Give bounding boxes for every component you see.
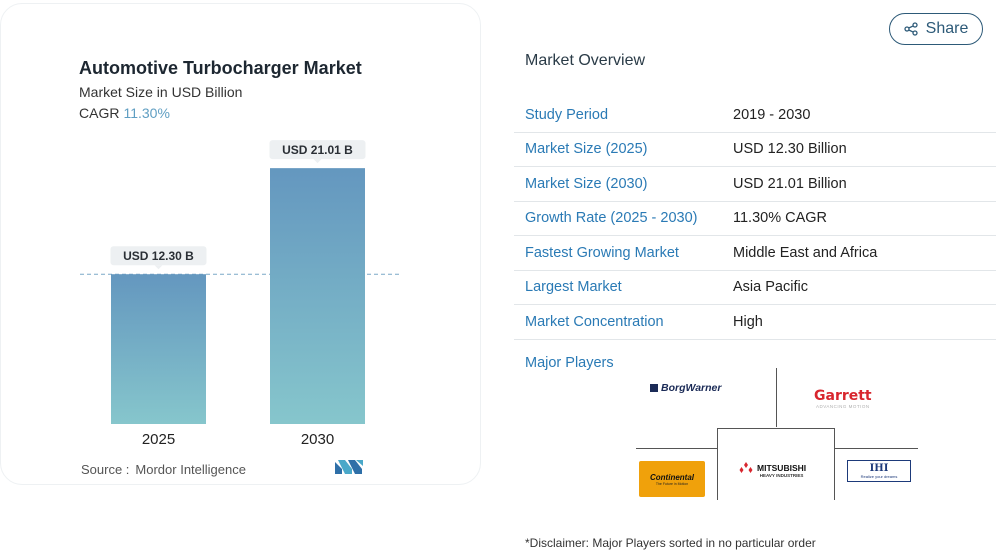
major-players-title[interactable]: Major Players xyxy=(525,355,614,371)
bar-chart: USD 12.30 B 2025 USD 21.01 B 2030 xyxy=(80,140,399,448)
bar-2030 xyxy=(270,168,365,424)
chart-subtitle: Market Size in USD Billion xyxy=(79,84,243,100)
overview-key[interactable]: Market Size (2025) xyxy=(525,141,648,158)
continental-name: Continental xyxy=(650,472,694,482)
overview-row-growth-rate: Growth Rate (2025 - 2030) 11.30% CAGR xyxy=(514,202,996,236)
chart-source: Source : Mordor Intelligence xyxy=(81,462,246,477)
overview-row-study-period: Study Period 2019 - 2030 xyxy=(514,98,996,133)
overview-row-market-size-2030: Market Size (2030) USD 21.01 Billion xyxy=(514,167,996,202)
overview-row-largest-market: Largest Market Asia Pacific xyxy=(514,271,996,305)
garrett-logo: Garrett ADVANCING MOTION xyxy=(814,388,872,409)
cagr-label: CAGR xyxy=(79,105,120,121)
divider xyxy=(717,428,718,500)
divider xyxy=(834,428,835,500)
overview-value: 11.30% CAGR xyxy=(733,210,828,227)
borgwarner-mark-icon xyxy=(650,384,658,392)
overview-key[interactable]: Largest Market xyxy=(525,279,622,296)
overview-row-fastest-growing: Fastest Growing Market Middle East and A… xyxy=(514,236,996,271)
divider xyxy=(835,448,918,449)
overview-key[interactable]: Fastest Growing Market xyxy=(525,244,679,261)
share-icon xyxy=(903,22,918,36)
data-label: USD 21.01 B xyxy=(282,143,353,157)
overview-table: Study Period 2019 - 2030 Market Size (20… xyxy=(514,98,996,340)
divider xyxy=(636,448,717,449)
data-label-pointer xyxy=(154,265,163,270)
mordor-intelligence-logo-icon xyxy=(335,460,363,474)
overview-row-market-size-2025: Market Size (2025) USD 12.30 Billion xyxy=(514,133,996,167)
garrett-tagline: ADVANCING MOTION xyxy=(815,404,870,409)
major-players-grid: BorgWarner Garrett ADVANCING MOTION Cont… xyxy=(636,368,918,500)
overview-row-market-concentration: Market Concentration High xyxy=(514,305,996,340)
borgwarner-logo: BorgWarner xyxy=(650,382,721,394)
overview-value: USD 12.30 Billion xyxy=(733,141,847,158)
mitsubishi-name: MITSUBISHI xyxy=(757,463,807,473)
borgwarner-name: BorgWarner xyxy=(661,382,722,394)
overview-value: High xyxy=(733,313,763,330)
source-label: Source : xyxy=(81,462,130,477)
overview-value: Middle East and Africa xyxy=(733,244,878,261)
mitsubishi-sub: HEAVY INDUSTRIES xyxy=(759,473,804,478)
source-value: Mordor Intelligence xyxy=(135,462,246,477)
overview-value: USD 21.01 Billion xyxy=(733,175,847,192)
share-label: Share xyxy=(925,20,969,37)
divider xyxy=(776,368,777,427)
overview-key[interactable]: Market Size (2030) xyxy=(525,175,648,192)
continental-tagline: The Future in Motion xyxy=(655,481,689,486)
data-label: USD 12.30 B xyxy=(123,249,194,263)
ihi-name: IHI xyxy=(869,462,889,474)
x-tick-label: 2030 xyxy=(301,431,334,448)
overview-key[interactable]: Study Period xyxy=(525,106,609,123)
overview-value: 2019 - 2030 xyxy=(733,106,811,123)
bar-2025 xyxy=(111,274,206,424)
disclaimer: *Disclaimer: Major Players sorted in no … xyxy=(525,536,816,550)
data-label-pointer xyxy=(313,159,322,164)
continental-logo: Continental The Future in Motion xyxy=(639,461,705,497)
overview-title: Market Overview xyxy=(525,52,646,69)
chart-card: USD 12.30 B 2025 USD 21.01 B 2030 xyxy=(0,3,481,485)
chart-title: Automotive Turbocharger Market xyxy=(79,58,362,78)
cagr-value: 11.30% xyxy=(123,105,170,121)
data-label-bg xyxy=(269,140,366,160)
divider xyxy=(717,428,835,429)
x-tick-label: 2025 xyxy=(142,431,175,448)
ihi-tagline: Realize your dreams xyxy=(860,473,898,479)
chart-cagr: CAGR 11.30% xyxy=(79,105,170,121)
garrett-name: Garrett xyxy=(814,388,872,404)
overview-value: Asia Pacific xyxy=(733,279,808,296)
overview-key[interactable]: Growth Rate (2025 - 2030) xyxy=(525,210,698,227)
share-button[interactable]: Share xyxy=(889,13,983,45)
overview-key[interactable]: Market Concentration xyxy=(525,313,664,330)
ihi-logo: IHI Realize your dreams xyxy=(847,460,911,482)
data-label-bg xyxy=(110,246,207,266)
mitsubishi-diamonds-icon xyxy=(739,462,753,473)
mitsubishi-logo: MITSUBISHI HEAVY INDUSTRIES xyxy=(739,462,806,478)
